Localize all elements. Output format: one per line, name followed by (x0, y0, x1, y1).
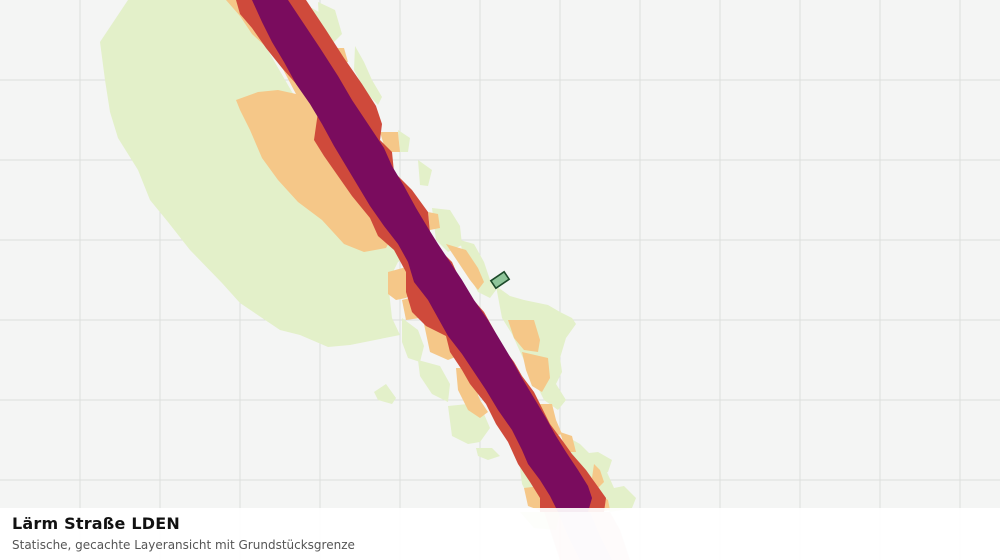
noise-zone-max (252, 0, 592, 512)
parcel-boundary[interactable] (489, 270, 511, 290)
map-caption: Lärm Straße LDEN Statische, gecachte Lay… (0, 508, 1000, 560)
map-subtitle: Statische, gecachte Layeransicht mit Gru… (12, 538, 355, 552)
map-title: Lärm Straße LDEN (12, 514, 180, 533)
